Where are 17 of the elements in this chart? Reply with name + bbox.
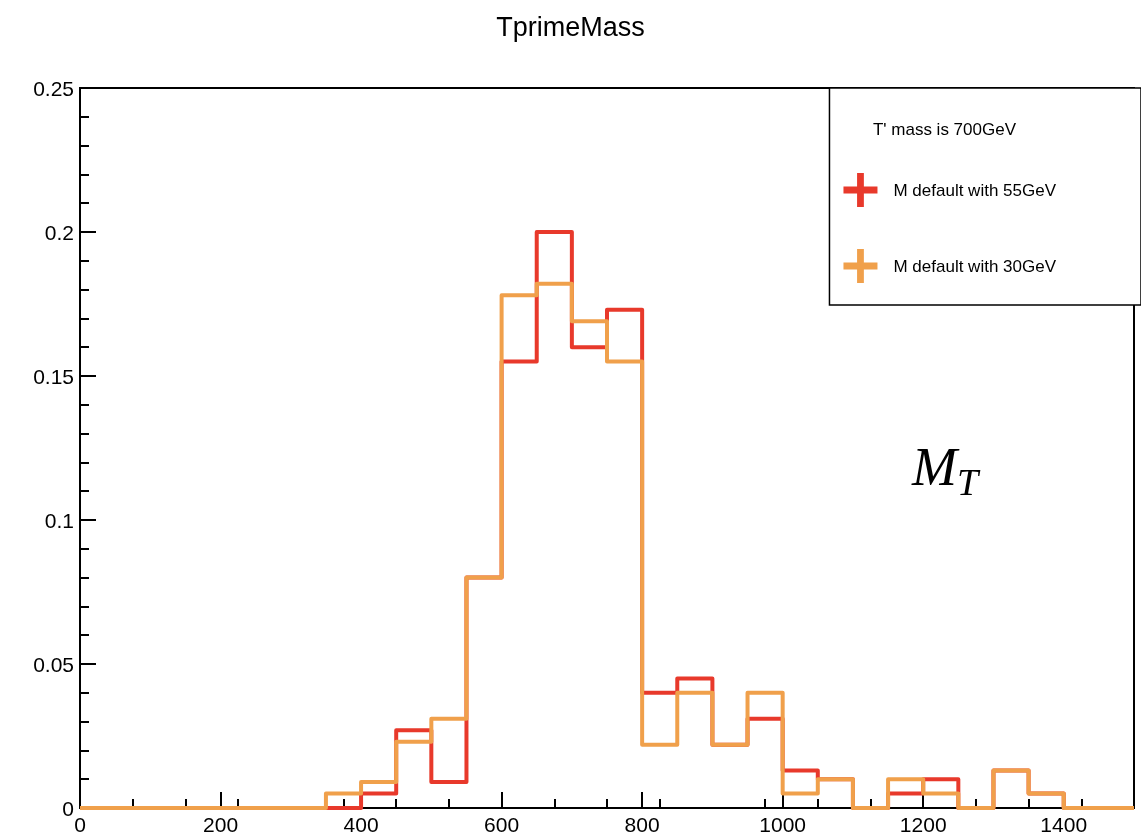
x-tick-label: 1000 (759, 813, 807, 836)
chart-title: TprimeMass (496, 11, 645, 42)
x-tick-label: 200 (203, 813, 239, 836)
legend-title: T' mass is 700GeV (872, 120, 1017, 139)
legend-label: M default with 55GeV (893, 180, 1057, 200)
x-tick-label: 600 (484, 813, 520, 836)
x-tick-label: 1200 (899, 813, 947, 836)
x-tick-label: 1400 (1040, 813, 1088, 836)
y-tick-label: 0.05 (33, 652, 74, 676)
x-tick-label: 400 (343, 813, 379, 836)
y-tick-label: 0.2 (44, 220, 74, 244)
legend-label: M default with 30GeV (893, 256, 1057, 276)
y-tick-label: 0.25 (33, 76, 74, 100)
y-tick-label: 0.1 (44, 508, 74, 532)
y-tick-label: 0.15 (33, 364, 74, 388)
y-tick-label: 0 (62, 796, 74, 820)
x-tick-label: 800 (624, 813, 660, 836)
